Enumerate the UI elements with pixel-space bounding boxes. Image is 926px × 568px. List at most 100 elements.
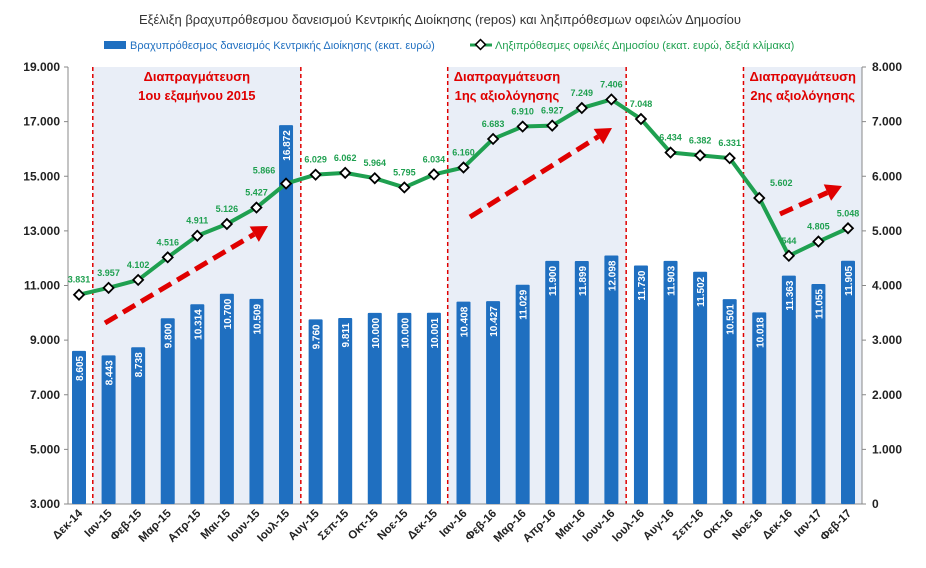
line-label: 6.683 (482, 119, 505, 129)
x-tick-label: Απρ-16 (521, 508, 558, 545)
trend-arrow (103, 232, 256, 326)
left-tick-label: 7.000 (30, 388, 60, 402)
line-marker (723, 151, 736, 165)
trend-arrow (778, 190, 829, 217)
bar (160, 318, 175, 504)
bar (722, 299, 737, 504)
annotation-text: Διαπραγμάτευση (144, 69, 251, 84)
line-label: 6.034 (423, 154, 446, 164)
line-marker (753, 191, 766, 205)
right-tick-label: 2.000 (872, 388, 902, 402)
bar (219, 293, 234, 504)
left-tick-label: 17.000 (23, 115, 60, 129)
line-label: 5.795 (393, 167, 416, 177)
right-tick-label: 5.000 (872, 224, 902, 238)
x-tick-label: Δεκ-16 (760, 508, 794, 542)
x-tick-label: Αυγ-15 (286, 507, 322, 543)
arrow-head-icon (823, 184, 842, 201)
bar (693, 271, 708, 504)
bar-label: 11.029 (519, 289, 530, 319)
bar-label: 8.605 (75, 355, 86, 380)
bar-label: 10.501 (726, 304, 737, 335)
bar-label: 11.730 (637, 270, 648, 300)
line-marker (161, 251, 174, 264)
legend-bar-swatch (104, 41, 126, 49)
x-tick-label: Νοε-15 (376, 507, 411, 542)
bar (101, 355, 116, 504)
left-tick-label: 11.000 (24, 279, 60, 293)
line-marker (782, 249, 796, 263)
right-tick-label: 3.000 (872, 333, 902, 347)
line-marker (250, 201, 263, 214)
bar-label: 11.363 (785, 280, 796, 310)
annotation-text: Διαπραγμάτευση (749, 69, 856, 84)
line-label: 6.331 (718, 138, 741, 148)
line-marker (279, 177, 293, 190)
bar-label: 10.000 (400, 317, 411, 348)
line-label: 7.249 (571, 88, 594, 98)
bar (456, 301, 471, 504)
line-marker (575, 101, 589, 115)
bar (841, 260, 855, 504)
line-marker (634, 112, 648, 126)
x-tick-label: Οκτ-16 (701, 508, 736, 543)
bar-label: 11.055 (814, 289, 825, 319)
bar (781, 275, 796, 504)
bar-label: 11.502 (696, 276, 707, 306)
arrow-head-icon (593, 128, 612, 145)
line-marker (309, 168, 322, 181)
bar (633, 265, 648, 504)
left-tick-label: 3.000 (30, 497, 60, 511)
x-tick-label: Ιουλ-16 (610, 508, 647, 545)
bar (397, 312, 412, 504)
line-label: 4.911 (186, 216, 208, 226)
x-tick-label: Απρ-15 (166, 507, 204, 545)
right-tick-label: 4.000 (872, 279, 902, 293)
line-marker (457, 161, 470, 174)
line-marker (368, 171, 381, 185)
line-label: 7.048 (630, 99, 653, 109)
right-tick-label: 6.000 (872, 169, 902, 183)
legend-marker-icon (474, 38, 487, 51)
bar-label: 9.760 (312, 324, 323, 349)
bar-label: 9.800 (164, 323, 175, 348)
line-label: 6.910 (511, 107, 534, 117)
line-marker (516, 120, 529, 133)
bar-label: 11.900 (548, 265, 559, 295)
x-tick-label: Δεκ-15 (406, 507, 441, 542)
line-marker (486, 132, 500, 146)
bar-label: 10.314 (193, 309, 204, 340)
trend-arrow (468, 134, 600, 220)
right-tick-label: 1.000 (872, 442, 902, 456)
line-marker (338, 166, 352, 180)
left-tick-label: 15.000 (23, 169, 60, 183)
x-tick-label: Οκτ-15 (346, 507, 381, 542)
bar-label: 10.001 (430, 317, 441, 348)
left-tick-label: 5.000 (30, 442, 60, 456)
bar-label: 10.700 (223, 298, 234, 329)
annotation-text: 1ης αξιολόγησης (455, 88, 560, 103)
line-label: 6.927 (541, 106, 564, 116)
line-label: 5.866 (253, 166, 276, 176)
bar-label: 10.018 (755, 317, 766, 348)
line-label: 5.427 (245, 188, 268, 198)
x-tick-label: Δεκ-14 (51, 507, 86, 542)
left-tick-label: 19.000 (23, 60, 60, 74)
line-label: 4.102 (127, 260, 150, 270)
line-label: 6.062 (334, 153, 357, 163)
line-label: 6.382 (689, 135, 712, 145)
line-label: 4.516 (156, 237, 179, 247)
bar (131, 347, 146, 504)
bar (308, 319, 323, 504)
bar (426, 312, 441, 504)
line-marker (693, 149, 707, 162)
left-tick-label: 9.000 (30, 333, 60, 347)
line-label: 544 (781, 236, 796, 246)
legend-bar-label: Βραχυπρόθεσμος δανεισμός Κεντρικής Διοίκ… (130, 40, 435, 52)
bar (574, 260, 589, 504)
line-marker (191, 229, 204, 242)
bar-label: 11.903 (667, 265, 678, 295)
bar-label: 10.000 (371, 317, 382, 348)
line-marker (131, 273, 145, 287)
bar (663, 260, 678, 504)
